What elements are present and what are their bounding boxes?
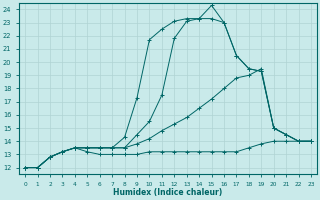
X-axis label: Humidex (Indice chaleur): Humidex (Indice chaleur) (114, 188, 223, 197)
